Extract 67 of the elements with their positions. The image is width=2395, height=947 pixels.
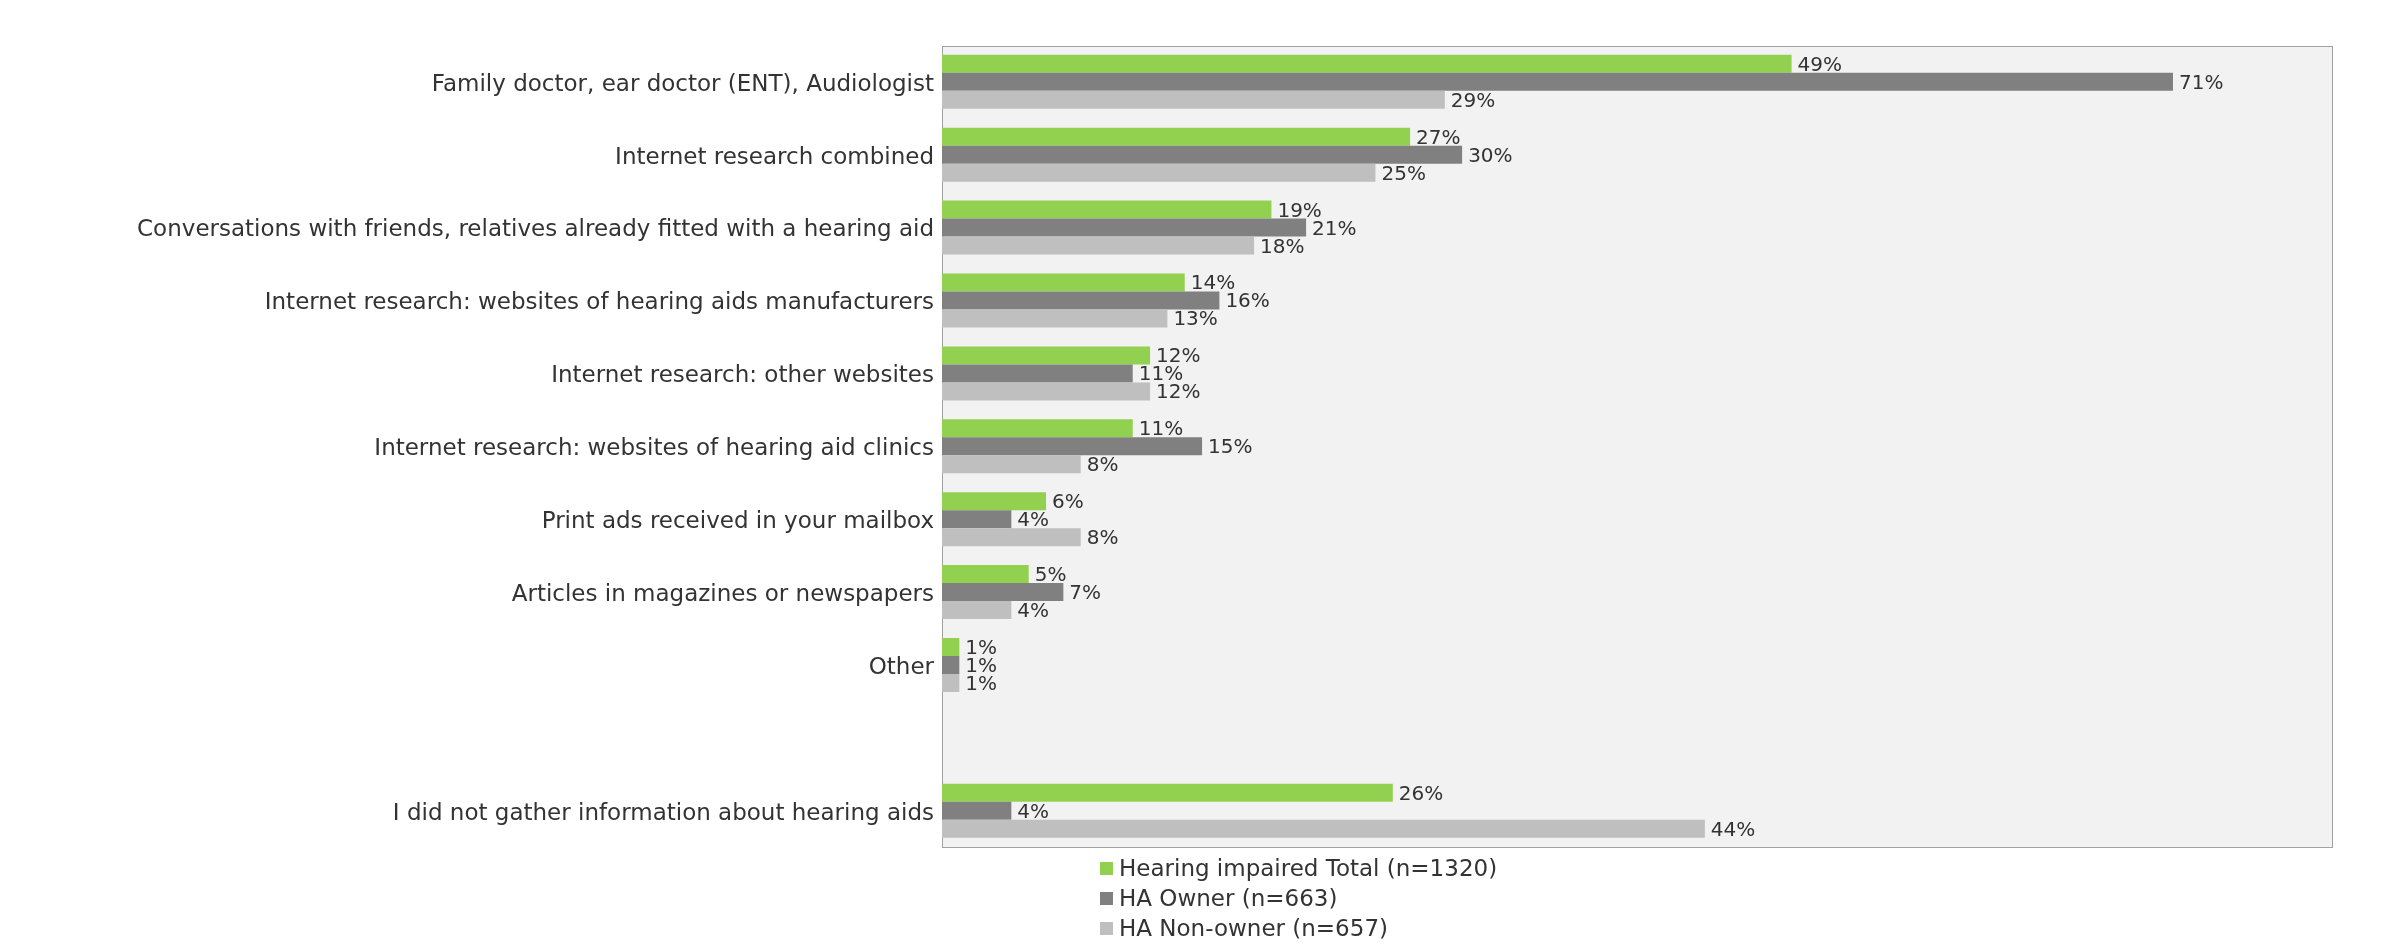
bar [942,455,1081,474]
bar [942,127,1411,146]
bar [942,437,1203,456]
y-tick-label: Family doctor, ear doctor (ENT), Audiologist [431,69,934,96]
bar [942,72,2173,91]
data-label: 16% [1225,288,1270,313]
bar [942,583,1064,602]
data-label: 30% [1468,142,1513,167]
data-label: 4% [1017,798,1050,823]
bar [942,291,1220,310]
data-label: 13% [1173,306,1218,331]
bar [942,783,1393,802]
y-tick-label: Other [868,652,935,679]
bar [942,145,1463,164]
legend-label: HA Non-owner (n=657) [1119,914,1388,943]
bar [942,419,1133,438]
bar [942,54,1792,73]
data-label: 44% [1710,816,1756,841]
y-tick-label: Articles in magazines or newspapers [511,579,934,606]
bar [942,364,1133,383]
y-tick-label: Conversations with friends, relatives already fitted with a hearing aid [137,215,934,242]
bar [942,674,960,693]
bar [942,492,1047,511]
data-label: 4% [1017,507,1050,532]
y-tick-label: Internet research: other websites [551,361,934,388]
bar [942,163,1376,182]
data-label: 18% [1260,233,1305,258]
bar [942,309,1168,328]
bar [942,273,1185,292]
y-tick-label: I did not gather information about hearing aids [392,798,934,825]
y-tick-label: Internet research: websites of hearing aid clinics [374,434,934,461]
y-tick-label: Internet research: websites of hearing aids manufacturers [264,288,934,315]
y-tick-label: Internet research combined [615,142,934,169]
data-label: 27% [1416,124,1461,149]
bar [942,236,1255,255]
data-label: 19% [1277,197,1322,222]
bar [942,90,1445,109]
data-label: 7% [1069,580,1102,605]
bar [942,601,1012,620]
data-label: 71% [2178,69,2224,94]
data-label: 1% [965,671,998,696]
bar [942,801,1012,820]
bar [942,565,1029,584]
data-label: 8% [1086,525,1119,550]
data-label: 6% [1052,489,1084,514]
data-label: 12% [1156,379,1201,404]
bar [942,528,1081,547]
data-label: 15% [1208,434,1253,459]
bar [942,200,1272,219]
bar [942,638,960,657]
data-label: 25% [1381,160,1426,185]
bar [942,656,960,675]
y-tick-label: Print ads received in your mailbox [541,507,934,534]
bar [942,382,1151,401]
data-label: 49% [1797,51,1842,76]
bar [942,510,1012,529]
bar [942,819,1705,838]
data-label: 5% [1034,562,1067,587]
bar [942,346,1151,365]
data-label: 4% [1017,598,1050,623]
bar [942,218,1307,237]
data-label: 11% [1138,416,1184,441]
data-label: 8% [1086,452,1119,477]
data-label: 29% [1450,87,1496,112]
data-label: 26% [1398,780,1444,805]
legend-label: HA Owner (n=663) [1119,884,1338,913]
legend-label: Hearing impaired Total (n=1320) [1119,854,1498,883]
